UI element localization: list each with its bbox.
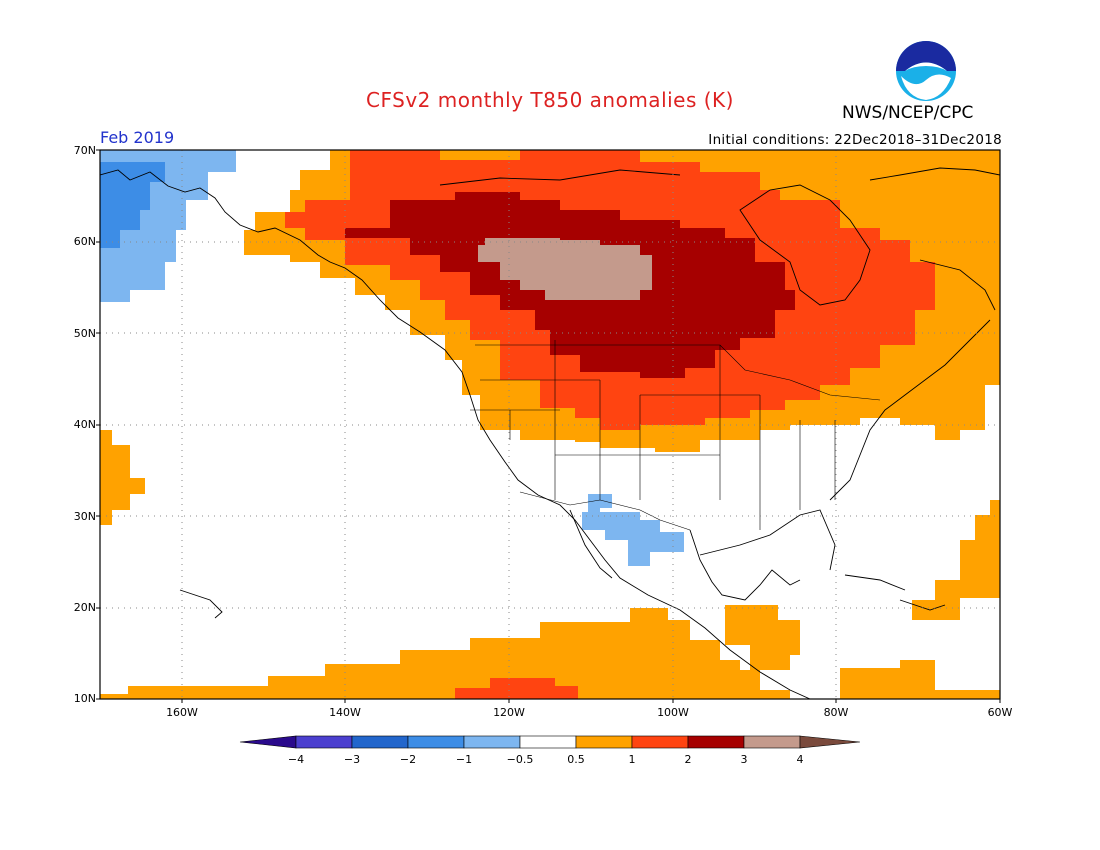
- colorbar-label: 3: [740, 753, 748, 766]
- colorbar-bin: [463, 735, 521, 749]
- colorbar-bin: [575, 735, 633, 749]
- colorbar-label: 1: [628, 753, 636, 766]
- pos-anomaly-orange-atlantic-ne: [912, 500, 1000, 620]
- colorbar-label: −3: [343, 753, 361, 766]
- pos-anomaly-orange-atlantic: [840, 660, 1000, 699]
- coastlines: [100, 167, 1000, 699]
- colorbar-label: 0.5: [567, 753, 585, 766]
- pos-anomaly-orange-tropics: [100, 608, 790, 699]
- colorbar-label: −2: [399, 753, 417, 766]
- lon-label: 60W: [987, 706, 1013, 719]
- gridlines: [100, 150, 1000, 699]
- lat-label: 30N: [73, 510, 96, 523]
- agency-label: NWS/NCEP/CPC: [842, 103, 974, 123]
- pos-anomaly-orange-pacific-w: [100, 430, 145, 525]
- colorbar-label: −0.5: [506, 753, 534, 766]
- colorbar-label: −4: [287, 753, 305, 766]
- pos-anomaly-red-tropics: [455, 678, 578, 699]
- political-borders: [470, 340, 881, 531]
- lat-label: 20N: [73, 601, 96, 614]
- colorbar-label: 4: [796, 753, 804, 766]
- lat-label: 50N: [73, 327, 96, 340]
- pos-anomaly-orange-caribbean: [725, 605, 800, 670]
- lat-label: 60N: [73, 235, 96, 248]
- colorbar-bin: [351, 735, 409, 749]
- colorbar-bin: [687, 735, 745, 749]
- colorbar-bin: [519, 735, 577, 749]
- axis-ticks: [96, 149, 1001, 703]
- lat-label: 40N: [73, 418, 96, 431]
- colorbar-bin: [631, 735, 689, 749]
- noaa-logo: [895, 40, 957, 102]
- colorbar-arrow-high: [799, 735, 861, 749]
- lon-label: 160W: [166, 706, 198, 719]
- colorbar-bin: [743, 735, 801, 749]
- map-title: CFSv2 monthly T850 anomalies (K): [366, 88, 734, 112]
- lat-label: 10N: [73, 692, 96, 705]
- lon-label: 140W: [329, 706, 361, 719]
- neg-anomaly-mexico: [582, 494, 684, 566]
- colorbar-label: 2: [684, 753, 692, 766]
- colorbar-arrow-low: [239, 735, 297, 749]
- colorbar-bin: [407, 735, 465, 749]
- colorbar: [239, 735, 861, 749]
- forecast-month: Feb 2019: [100, 128, 175, 147]
- colorbar-bin: [295, 735, 353, 749]
- colorbar-label: −1: [455, 753, 473, 766]
- neg-anomaly-mid-ak: [100, 162, 165, 248]
- lon-label: 100W: [657, 706, 689, 719]
- initial-conditions: Initial conditions: 22Dec2018–31Dec2018: [708, 132, 1002, 148]
- pos-anomaly-tan: [478, 238, 652, 300]
- lon-label: 120W: [493, 706, 525, 719]
- lon-label: 80W: [823, 706, 849, 719]
- lat-label: 70N: [73, 144, 96, 157]
